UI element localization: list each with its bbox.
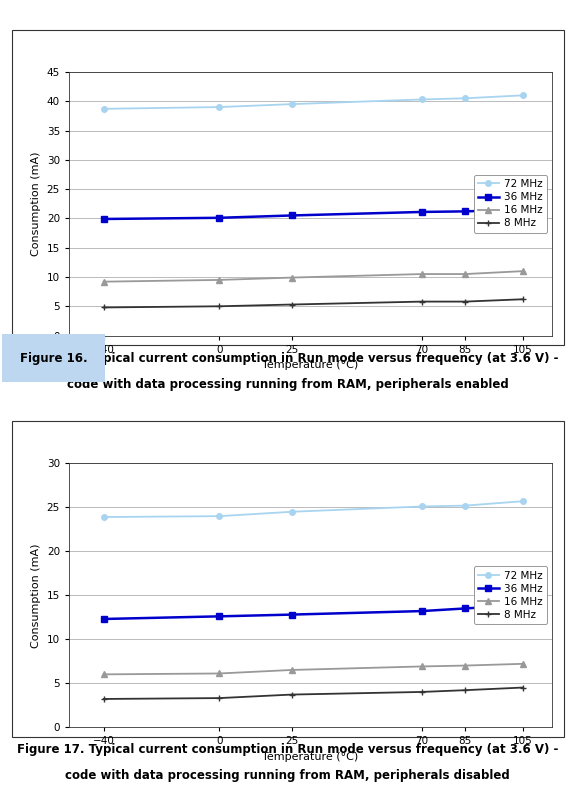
- 36 MHz: [520, 205, 527, 214]
- 72 MHz: [419, 502, 426, 511]
- 16 MHz: [288, 272, 295, 282]
- Legend: 72 MHz, 36 MHz, 16 MHz, 8 MHz: 72 MHz, 36 MHz, 16 MHz, 8 MHz: [474, 175, 547, 233]
- 8 MHz: [100, 694, 107, 704]
- 16 MHz: [419, 269, 426, 279]
- Y-axis label: Consumption (mA): Consumption (mA): [31, 543, 41, 647]
- 8 MHz: [419, 687, 426, 697]
- Line: 16 MHz: 16 MHz: [101, 661, 526, 677]
- X-axis label: Temperature (°C): Temperature (°C): [262, 752, 359, 761]
- 36 MHz: [462, 604, 469, 614]
- 72 MHz: [520, 90, 527, 100]
- 16 MHz: [100, 670, 107, 679]
- 72 MHz: [288, 99, 295, 109]
- 72 MHz: [462, 501, 469, 511]
- 8 MHz: [216, 694, 223, 703]
- 8 MHz: [520, 682, 527, 692]
- 36 MHz: [288, 211, 295, 221]
- 72 MHz: [419, 94, 426, 104]
- 16 MHz: [462, 269, 469, 279]
- 8 MHz: [100, 303, 107, 312]
- 72 MHz: [520, 496, 527, 506]
- Text: Figure 16.: Figure 16.: [20, 352, 87, 364]
- 36 MHz: [462, 207, 469, 217]
- 36 MHz: [216, 213, 223, 223]
- Line: 16 MHz: 16 MHz: [101, 268, 526, 284]
- Line: 8 MHz: 8 MHz: [100, 296, 527, 311]
- Line: 8 MHz: 8 MHz: [100, 684, 527, 702]
- Line: 36 MHz: 36 MHz: [101, 207, 526, 222]
- 8 MHz: [462, 296, 469, 306]
- 8 MHz: [419, 296, 426, 306]
- 36 MHz: [419, 207, 426, 217]
- 72 MHz: [288, 507, 295, 517]
- X-axis label: Temperature (°C): Temperature (°C): [262, 360, 359, 370]
- 36 MHz: [216, 611, 223, 621]
- 72 MHz: [462, 93, 469, 103]
- Text: code with data processing running from RAM, peripherals disabled: code with data processing running from R…: [65, 769, 510, 782]
- 72 MHz: [216, 102, 223, 112]
- Y-axis label: Consumption (mA): Consumption (mA): [31, 152, 41, 256]
- 8 MHz: [520, 295, 527, 304]
- 36 MHz: [100, 614, 107, 624]
- Text: Figure 17. Typical current consumption in Run mode versus frequency (at 3.6 V) -: Figure 17. Typical current consumption i…: [17, 743, 558, 756]
- 16 MHz: [288, 665, 295, 674]
- 8 MHz: [288, 300, 295, 309]
- Line: 72 MHz: 72 MHz: [101, 499, 526, 520]
- 16 MHz: [216, 669, 223, 678]
- 16 MHz: [462, 661, 469, 670]
- 36 MHz: [100, 214, 107, 224]
- Line: 72 MHz: 72 MHz: [101, 93, 526, 112]
- 8 MHz: [216, 301, 223, 311]
- 16 MHz: [216, 275, 223, 284]
- 16 MHz: [419, 662, 426, 671]
- Line: 36 MHz: 36 MHz: [101, 602, 526, 622]
- Text: code with data processing running from RAM, peripherals enabled: code with data processing running from R…: [67, 378, 508, 391]
- 16 MHz: [100, 277, 107, 287]
- 36 MHz: [419, 606, 426, 616]
- 8 MHz: [288, 690, 295, 699]
- 72 MHz: [216, 511, 223, 521]
- 72 MHz: [100, 512, 107, 522]
- 16 MHz: [520, 659, 527, 669]
- 72 MHz: [100, 104, 107, 113]
- Text: Figure 16. Typical current consumption in Run mode versus frequency (at 3.6 V) -: Figure 16. Typical current consumption i…: [17, 352, 558, 364]
- 36 MHz: [288, 610, 295, 619]
- 36 MHz: [520, 600, 527, 610]
- Legend: 72 MHz, 36 MHz, 16 MHz, 8 MHz: 72 MHz, 36 MHz, 16 MHz, 8 MHz: [474, 566, 547, 624]
- 8 MHz: [462, 686, 469, 695]
- 16 MHz: [520, 266, 527, 276]
